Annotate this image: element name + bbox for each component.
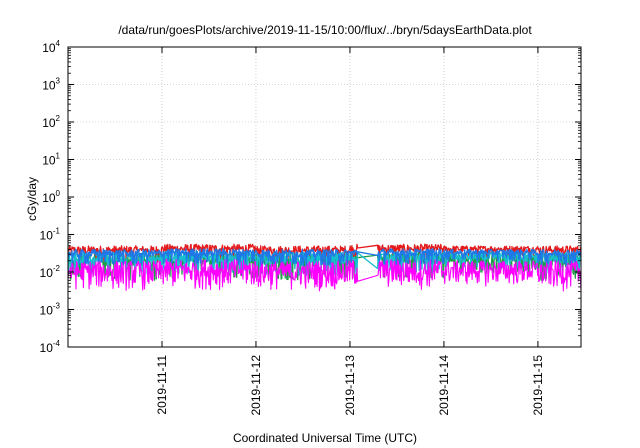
x-tick-label: 2019-11-13 xyxy=(343,355,357,416)
y-tick-label-exponent: -1 xyxy=(53,227,61,236)
series-group xyxy=(67,243,582,292)
y-tick-label: 100 xyxy=(42,189,60,205)
series-line xyxy=(67,248,582,266)
y-tick-label-base: 10 xyxy=(40,266,54,280)
series-line xyxy=(67,258,582,292)
series-line xyxy=(67,243,582,263)
y-tick-label-exponent: 1 xyxy=(56,152,61,161)
y-tick-label-exponent: 3 xyxy=(56,77,61,86)
y-tick-label-exponent: -3 xyxy=(53,302,61,311)
chart-title: /data/run/goesPlots/archive/2019-11-15/1… xyxy=(118,23,532,37)
y-tick-label-exponent: -4 xyxy=(53,339,61,348)
y-tick-label-base: 10 xyxy=(42,41,56,55)
y-tick-label-base: 10 xyxy=(42,79,56,93)
y-tick-label-base: 10 xyxy=(42,116,56,130)
y-tick-label: 102 xyxy=(42,114,60,130)
x-tick-label: 2019-11-14 xyxy=(437,355,451,416)
x-tick-label: 2019-11-11 xyxy=(155,355,169,415)
axis-ticks: 10-410-310-210-11001011021031042019-11-1… xyxy=(40,39,581,416)
x-axis-label: Coordinated Universal Time (UTC) xyxy=(233,431,417,445)
x-tick-label: 2019-11-12 xyxy=(249,355,263,416)
y-tick-label-base: 10 xyxy=(40,341,54,355)
y-axis-label: cGy/day xyxy=(25,177,39,221)
y-tick-label-exponent: -2 xyxy=(53,264,61,273)
y-tick-label: 101 xyxy=(42,152,60,168)
y-tick-label: 103 xyxy=(42,77,60,93)
y-tick-label-base: 10 xyxy=(40,304,54,318)
y-tick-label: 104 xyxy=(42,39,60,55)
y-tick-label-exponent: 4 xyxy=(56,39,61,48)
y-tick-label: 10-3 xyxy=(40,302,61,318)
x-tick-label: 2019-11-15 xyxy=(531,355,545,416)
y-tick-label-exponent: 2 xyxy=(56,114,61,123)
y-tick-label: 10-4 xyxy=(40,339,61,355)
y-tick-label-base: 10 xyxy=(42,154,56,168)
grid xyxy=(68,47,581,347)
y-tick-label-exponent: 0 xyxy=(56,189,61,198)
y-tick-label-base: 10 xyxy=(42,191,56,205)
y-tick-label: 10-2 xyxy=(40,264,61,280)
y-tick-label: 10-1 xyxy=(40,227,61,243)
plot-frame xyxy=(67,46,582,348)
y-tick-label-base: 10 xyxy=(40,229,54,243)
